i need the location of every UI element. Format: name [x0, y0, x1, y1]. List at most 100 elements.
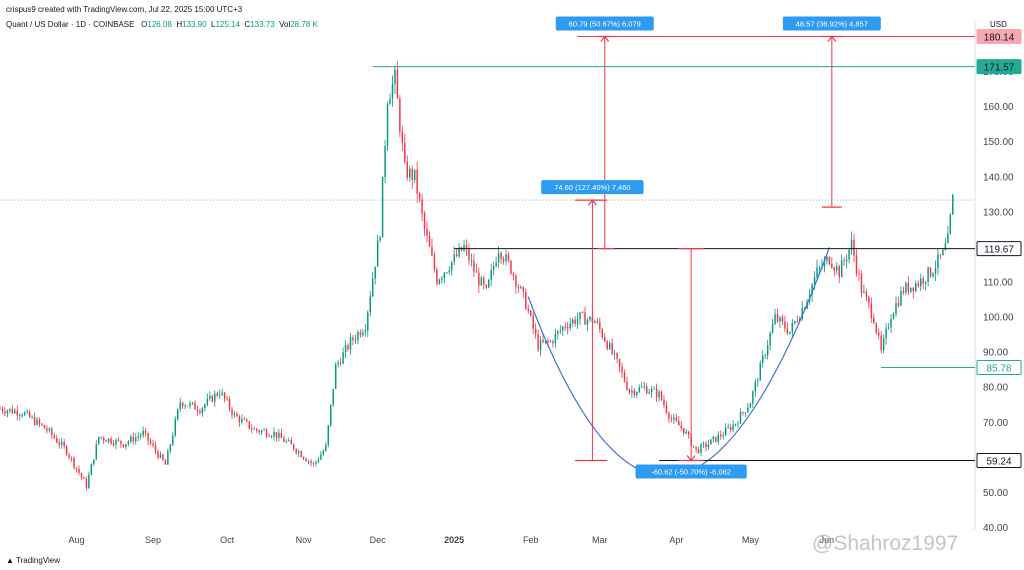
candle-body — [557, 331, 559, 334]
candle-body — [905, 282, 907, 293]
candle-body — [258, 430, 260, 433]
candle-body — [169, 444, 172, 451]
candle-body — [877, 332, 880, 336]
measure-arrowhead — [587, 199, 597, 206]
candle-body — [752, 391, 754, 404]
candle-body — [922, 278, 924, 284]
candle-body — [302, 456, 305, 459]
candle-body — [95, 444, 98, 460]
candle-body — [507, 254, 510, 261]
candle-body — [448, 270, 450, 273]
candle-body — [85, 478, 88, 489]
candle-body — [791, 323, 794, 332]
candle-body — [189, 403, 191, 406]
symbol-ohlc-legend: Quant / US Dollar · 1D · COINBASE O126.0… — [6, 20, 318, 29]
candle-body — [539, 340, 542, 351]
candle-body — [426, 228, 428, 236]
candle-body — [789, 331, 791, 334]
candle-body — [28, 411, 31, 418]
candle-body — [934, 268, 937, 274]
candle-body — [367, 311, 369, 331]
candle-body — [500, 252, 502, 259]
candle-body — [194, 402, 196, 410]
candle-body — [838, 266, 840, 278]
candle-body — [606, 341, 608, 349]
candle-body — [433, 255, 436, 270]
candle-body — [759, 363, 761, 381]
candle-body — [297, 451, 300, 453]
candle-body — [700, 444, 702, 453]
candle-body — [283, 438, 285, 442]
candle-body — [470, 260, 473, 262]
candle-body — [729, 427, 732, 430]
candle-body — [206, 398, 209, 405]
candle-body — [497, 252, 500, 263]
candle-body — [697, 449, 700, 453]
candle-body — [275, 431, 278, 438]
candle-body — [31, 416, 33, 418]
candle-body — [927, 267, 929, 282]
candle-body — [458, 247, 460, 257]
candle-body — [929, 267, 932, 277]
candle-body — [399, 98, 401, 132]
candle-body — [260, 430, 263, 433]
candle-body — [710, 439, 712, 445]
candle-body — [334, 364, 337, 389]
candle-body — [201, 407, 204, 414]
candle-body — [263, 430, 265, 432]
candle-body — [344, 345, 347, 353]
candle-body — [766, 345, 769, 356]
candle-body — [186, 405, 189, 407]
tradingview-logo[interactable]: ▲ TradingView — [6, 556, 61, 565]
measure-arrowhead — [686, 455, 696, 462]
candle-body — [915, 283, 917, 292]
candle-body — [11, 408, 14, 414]
volume-value: 28.78 K — [290, 20, 318, 29]
high-value: 133.90 — [182, 20, 207, 29]
candle-body — [665, 405, 668, 413]
candle-body — [687, 431, 690, 435]
x-tick-label: Feb — [523, 535, 539, 545]
y-tick-label: 110.00 — [983, 278, 1013, 289]
x-tick-label: Apr — [669, 535, 683, 545]
candle-body — [858, 273, 860, 275]
candle-body — [310, 461, 312, 463]
candle-body — [362, 332, 364, 336]
candle-body — [359, 332, 362, 336]
candle-body — [26, 411, 28, 413]
candle-body — [658, 391, 660, 398]
candle-body — [828, 256, 831, 265]
candle-body — [937, 254, 939, 269]
created-by-label: crispus9 created with TradingView.com, J… — [6, 5, 243, 14]
candle-body — [312, 462, 315, 464]
candle-body — [880, 335, 882, 350]
currency-label: USD — [990, 20, 1007, 29]
y-tick-label: 160.00 — [983, 102, 1014, 113]
candle-body — [747, 407, 749, 413]
candle-body — [675, 417, 678, 421]
candle-body — [643, 386, 645, 388]
candle-body — [41, 423, 43, 426]
candle-body — [100, 436, 102, 438]
candle-body — [502, 258, 505, 262]
candle-body — [628, 389, 631, 393]
candle-body — [544, 340, 547, 343]
x-tick-label: 2025 — [444, 535, 464, 545]
candle-body — [65, 446, 68, 455]
candle-body — [801, 307, 803, 319]
candle-body — [453, 254, 455, 262]
candle-body — [863, 291, 865, 293]
candle-body — [446, 272, 448, 274]
candle-body — [510, 260, 512, 274]
candle-body — [411, 168, 413, 180]
x-tick-label: Sep — [145, 535, 161, 545]
candle-body — [406, 162, 409, 178]
candle-body — [840, 260, 843, 278]
measure-label: -60.62 (-50.70%) -6,062 — [651, 468, 731, 477]
candle-body — [211, 395, 214, 402]
candle-body — [779, 317, 781, 322]
candle-body — [650, 388, 653, 393]
candle-body — [174, 419, 176, 436]
candle-body — [947, 233, 949, 244]
